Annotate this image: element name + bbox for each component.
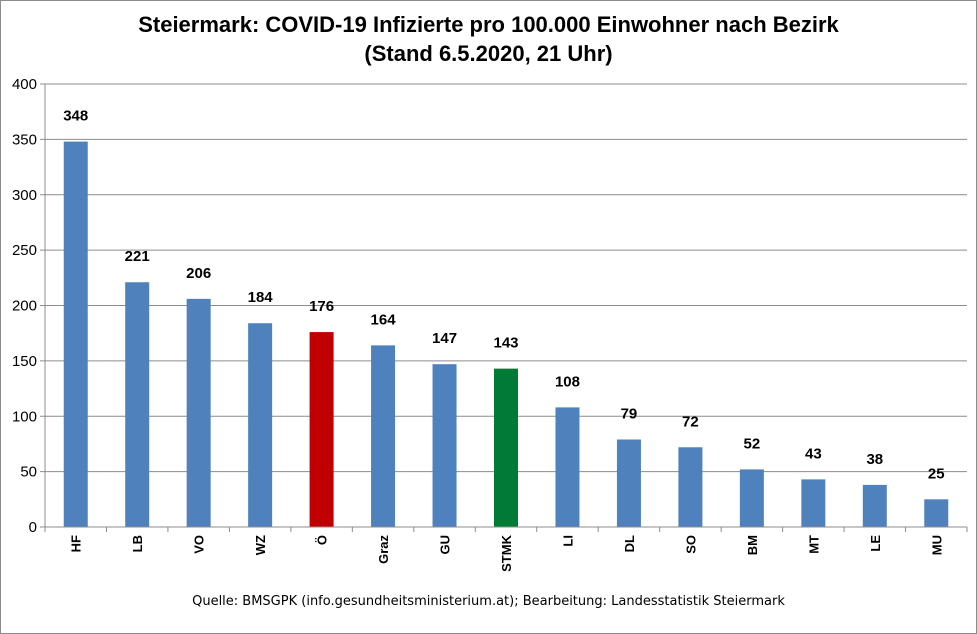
data-label: 79 xyxy=(621,406,638,423)
bar-MT xyxy=(801,479,826,527)
x-tick-label: LI xyxy=(560,535,575,547)
y-tick-label: 100 xyxy=(12,408,37,425)
data-label: 72 xyxy=(682,413,699,430)
bar-LE xyxy=(862,484,887,527)
bar-STMK xyxy=(494,368,518,527)
data-labels: 348 221 206 184 176 164 147 143 108 79 72 52 43 38 25 xyxy=(63,108,944,483)
bar-LI xyxy=(555,407,580,527)
source-note: Quelle: BMSGPK (info.gesundheitsminister… xyxy=(192,594,785,609)
data-label: 25 xyxy=(928,465,945,482)
y-tick-label: 200 xyxy=(12,298,37,315)
data-label: 143 xyxy=(493,335,518,352)
x-tick-label: Graz xyxy=(376,535,391,564)
bar-MU xyxy=(924,499,949,527)
x-tick-label: MU xyxy=(929,535,944,555)
x-tick-label: SO xyxy=(683,535,698,554)
bar-LB xyxy=(125,282,150,527)
data-label: 176 xyxy=(309,298,334,315)
data-label: 147 xyxy=(432,330,457,347)
data-label: 43 xyxy=(805,445,822,462)
bars xyxy=(63,141,949,527)
bar-GU xyxy=(432,364,457,527)
x-tick-label: STMK xyxy=(499,534,514,571)
x-tick-label: MT xyxy=(806,535,821,554)
bar-VO xyxy=(186,298,211,527)
data-label: 221 xyxy=(125,248,150,265)
x-tick-label: DL xyxy=(622,535,637,552)
x-tick-label: BM xyxy=(745,535,760,555)
bar-BM xyxy=(739,469,764,527)
data-label: 38 xyxy=(866,451,883,468)
bar-SO xyxy=(678,447,703,527)
data-label: 52 xyxy=(744,435,761,452)
bar-HF xyxy=(63,141,88,527)
x-axis: HF LB VO WZ Ö Graz GU STMK LI DL SO BM MT LE MU xyxy=(44,526,968,572)
y-tick-label: 0 xyxy=(29,519,37,536)
x-tick-label: VO xyxy=(192,535,207,554)
y-tick-label: 150 xyxy=(12,353,37,370)
y-tick-label: 250 xyxy=(12,242,37,259)
x-tick-label: GU xyxy=(438,535,453,555)
y-tick-label: 400 xyxy=(12,76,37,93)
y-tick-label: 50 xyxy=(20,464,37,481)
bar-Ö xyxy=(309,332,334,527)
x-tick-label: WZ xyxy=(253,535,268,555)
x-tick-label: LB xyxy=(130,535,145,552)
bar-DL xyxy=(616,439,641,527)
data-label: 164 xyxy=(371,311,397,328)
data-label: 206 xyxy=(186,265,211,282)
chart-title: Steiermark: COVID-19 Infizierte pro 100.… xyxy=(138,12,839,37)
x-tick-label: Ö xyxy=(315,535,330,545)
bar-WZ xyxy=(248,323,273,527)
x-tick-label: LE xyxy=(868,535,883,552)
y-tick-label: 350 xyxy=(12,131,37,148)
chart-subtitle: (Stand 6.5.2020, 21 Uhr) xyxy=(364,41,613,66)
y-axis: 0 50 100 150 200 250 300 350 400 xyxy=(12,76,46,536)
data-label: 108 xyxy=(555,373,580,390)
data-label: 348 xyxy=(63,108,88,125)
data-label: 184 xyxy=(248,289,274,306)
bar-Graz xyxy=(371,345,396,527)
x-tick-label: HF xyxy=(69,535,84,552)
y-tick-label: 300 xyxy=(12,187,37,204)
